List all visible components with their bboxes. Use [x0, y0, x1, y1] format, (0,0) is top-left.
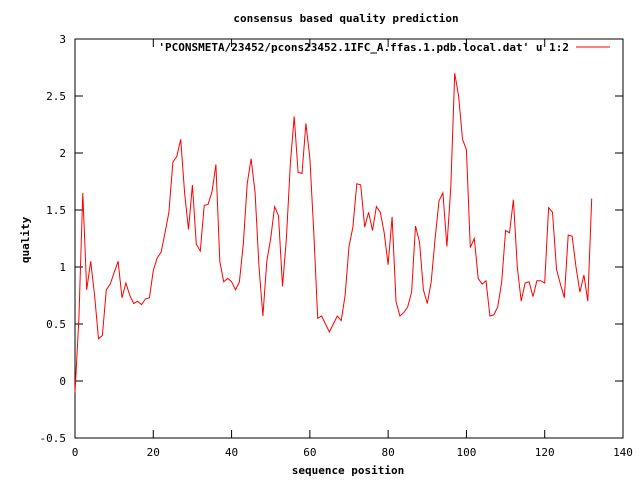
y-tick-label: 0	[59, 375, 66, 388]
y-axis: -0.5 0 0.5 1 1.5 2 2.5 3	[40, 33, 623, 445]
x-tick-label: 20	[147, 446, 160, 459]
series-layer	[74, 73, 593, 393]
series-line	[74, 73, 593, 393]
x-tick-label: 100	[456, 446, 476, 459]
chart-title: consensus based quality prediction	[233, 12, 458, 25]
y-tick-label: 1	[59, 261, 66, 274]
y-tick-label: 1.5	[46, 204, 66, 217]
legend-label: 'PCONSMETA/23452/pcons23452.1IFC_A.ffas.…	[158, 41, 569, 54]
x-tick-label: 40	[225, 446, 238, 459]
x-tick-label: 80	[382, 446, 395, 459]
y-tick-label: 3	[59, 33, 66, 46]
y-tick-label: 0.5	[46, 318, 66, 331]
y-tick-label: -0.5	[40, 432, 67, 445]
x-tick-label: 140	[613, 446, 633, 459]
y-axis-label: quality	[19, 216, 32, 263]
y-tick-label: 2.5	[46, 90, 66, 103]
x-tick-label: 60	[303, 446, 316, 459]
x-tick-label: 120	[535, 446, 555, 459]
y-tick-label: 2	[59, 147, 66, 160]
x-axis-label: sequence position	[292, 464, 405, 477]
x-tick-label: 0	[72, 446, 79, 459]
plot-area-frame	[74, 38, 624, 439]
x-axis: 0 20 40 60 80 100 120 140	[72, 39, 633, 459]
legend: 'PCONSMETA/23452/pcons23452.1IFC_A.ffas.…	[158, 41, 610, 54]
